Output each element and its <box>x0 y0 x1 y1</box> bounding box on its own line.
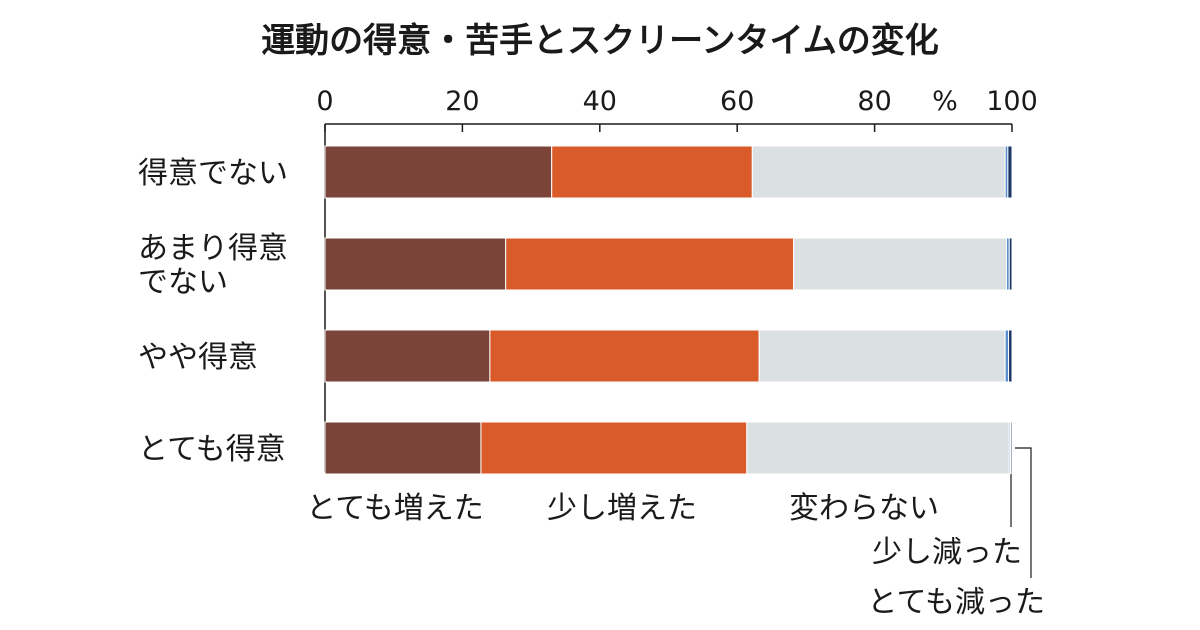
bar-segment <box>1010 421 1013 475</box>
bar-segment <box>746 421 1010 475</box>
x-tick-label: 80 <box>857 86 891 117</box>
bars <box>324 145 1013 475</box>
bar-segment <box>758 329 1006 383</box>
bar-segment <box>1008 237 1013 291</box>
bar-segment <box>324 421 482 475</box>
category-label: やや得意 <box>138 340 258 375</box>
bar-segment <box>1008 329 1013 383</box>
bar-segment <box>793 237 1008 291</box>
legend-label: 少し減った <box>872 535 1022 570</box>
category-label: とても得意 <box>138 432 286 467</box>
x-axis-ticks: 0 20 40 60 80 100 <box>316 86 1038 132</box>
legend-label: とても減った <box>867 585 1045 620</box>
chart-title: 運動の得意・苦手とスクリーンタイムの変化 <box>261 21 939 61</box>
category-label: あまり得意 <box>138 231 288 266</box>
bar-segment <box>1004 329 1010 383</box>
category-label: 得意でない <box>138 156 288 191</box>
x-tick-label: 40 <box>583 86 617 117</box>
bar-segment <box>751 145 1006 199</box>
bar-segment <box>480 421 748 475</box>
legend-label: 変わらない <box>789 491 939 526</box>
bar-segment <box>505 237 795 291</box>
unit-label: % <box>932 86 958 117</box>
x-tick-label: 20 <box>445 86 479 117</box>
category-label: でない <box>138 265 228 300</box>
bar-segment <box>551 145 753 199</box>
leader-line <box>1015 447 1032 578</box>
bar-segment <box>324 145 553 199</box>
x-tick-label: 60 <box>720 86 754 117</box>
legend-label: 少し増えた <box>547 491 697 526</box>
x-tick-label: 100 <box>986 86 1038 117</box>
bar-segment <box>324 237 507 291</box>
bar-segment <box>324 329 491 383</box>
bar-segment <box>1007 145 1013 199</box>
legend-label: とても増えた <box>306 491 484 526</box>
bar-segment <box>489 329 760 383</box>
x-tick-label: 0 <box>316 86 333 117</box>
